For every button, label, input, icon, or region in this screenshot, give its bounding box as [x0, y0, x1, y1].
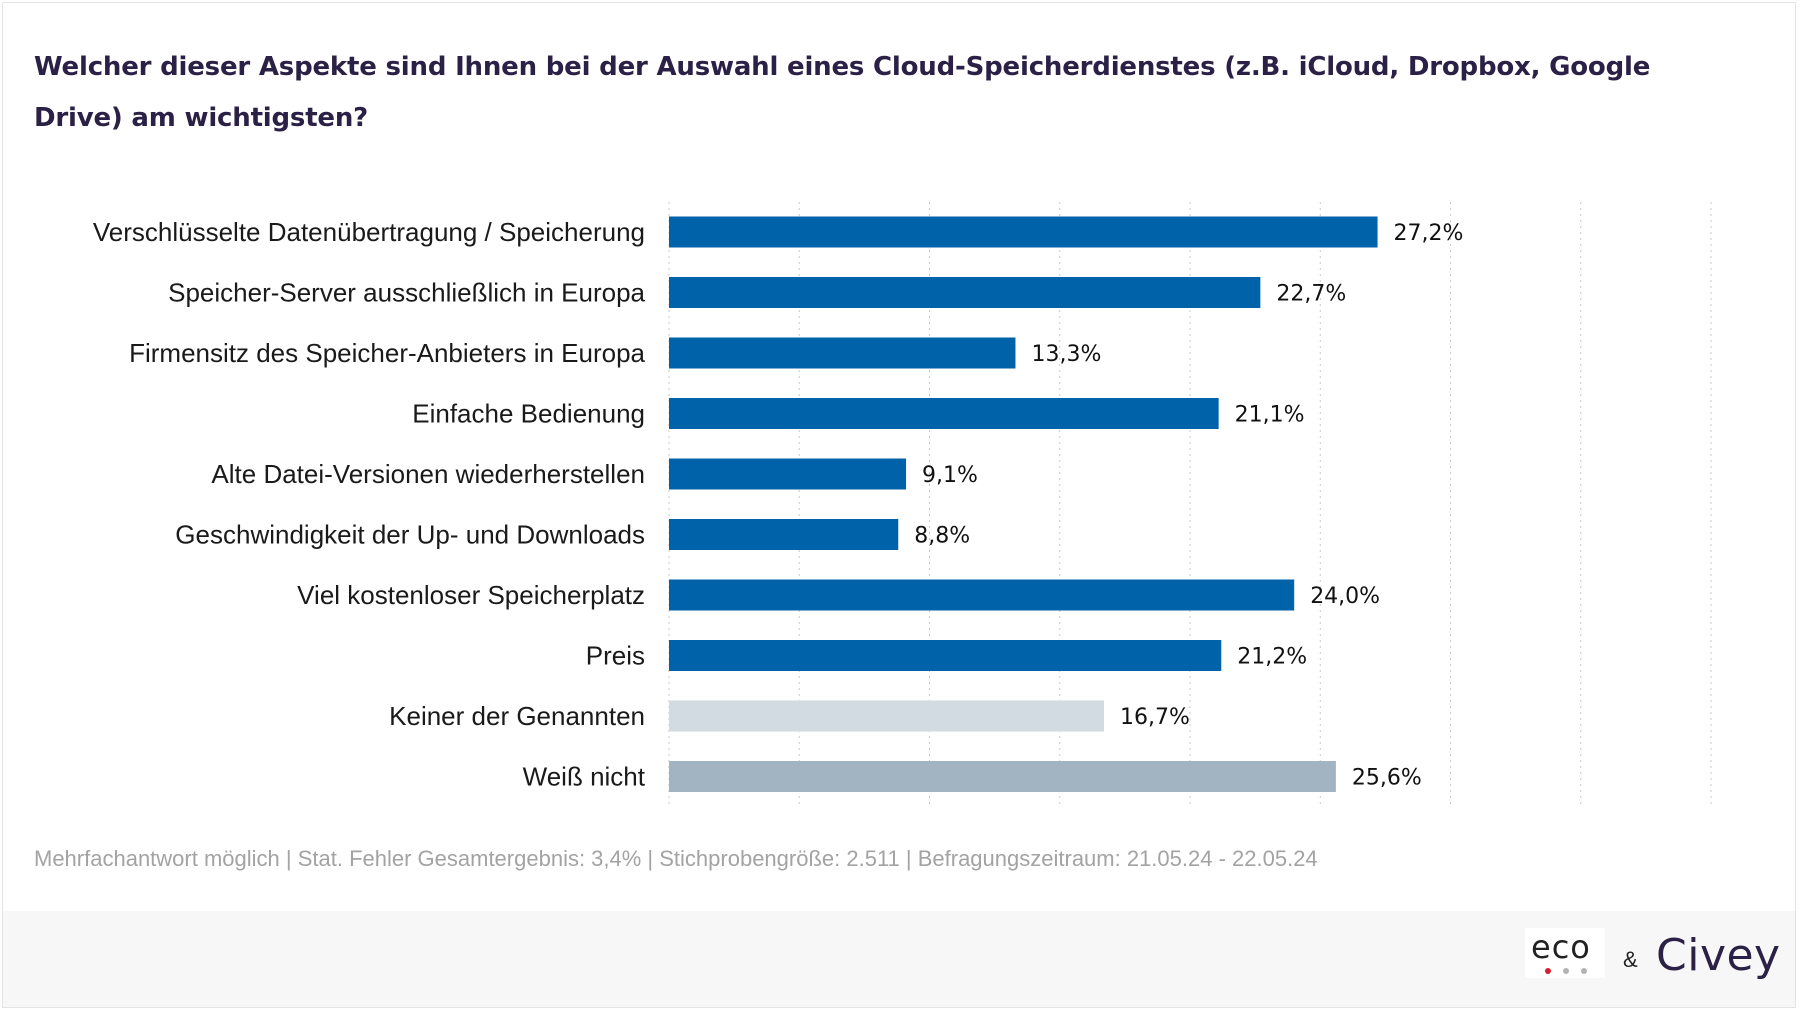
eco-logo: eco — [1525, 928, 1605, 978]
civey-logo: Civey — [1656, 930, 1781, 981]
value-label: 8,8% — [914, 524, 970, 549]
bar — [669, 579, 1295, 611]
footer-bar — [3, 911, 1795, 1007]
bar-chart: Verschlüsselte Datenübertragung / Speich… — [93, 202, 1712, 806]
category-label: Verschlüsselte Datenübertragung / Speich… — [93, 217, 645, 247]
category-label: Speicher-Server ausschließlich in Europa — [168, 278, 645, 308]
category-label: Weiß nicht — [523, 762, 646, 792]
value-label: 27,2% — [1394, 221, 1464, 246]
value-label: 24,0% — [1310, 584, 1380, 609]
value-label: 21,2% — [1237, 645, 1307, 670]
bar — [669, 761, 1336, 792]
label-layer: Verschlüsselte Datenübertragung / Speich… — [93, 217, 1464, 792]
value-label: 22,7% — [1276, 282, 1346, 307]
category-label: Firmensitz des Speicher-Anbieters in Eur… — [129, 338, 645, 368]
bar — [669, 337, 1016, 369]
category-label: Keiner der Genannten — [389, 701, 645, 731]
bar — [669, 640, 1222, 671]
category-label: Viel kostenloser Speicherplatz — [297, 580, 645, 610]
category-label: Preis — [586, 641, 645, 671]
eco-logo-dot-grey — [1581, 968, 1587, 974]
value-label: 9,1% — [922, 463, 978, 488]
eco-logo-text: eco — [1531, 928, 1591, 966]
bar — [669, 519, 899, 550]
bar — [669, 458, 907, 490]
footnote: Mehrfachantwort möglich | Stat. Fehler G… — [34, 846, 1318, 871]
logo-ampersand: & — [1623, 947, 1638, 972]
value-label: 16,7% — [1120, 705, 1190, 730]
value-label: 25,6% — [1352, 766, 1422, 791]
category-label: Alte Datei-Versionen wiederherstellen — [211, 459, 645, 489]
eco-logo-dot-grey — [1563, 968, 1569, 974]
value-label: 21,1% — [1235, 403, 1305, 428]
bar — [669, 277, 1261, 308]
category-label: Geschwindigkeit der Up- und Downloads — [175, 520, 645, 550]
grid-layer — [668, 202, 1712, 806]
eco-logo-dot-red — [1545, 968, 1551, 974]
chart-title: Welcher dieser Aspekte sind Ihnen bei de… — [34, 52, 1651, 133]
bar — [669, 700, 1105, 732]
bar — [669, 216, 1378, 248]
bar — [669, 398, 1219, 429]
category-label: Einfache Bedienung — [412, 399, 645, 429]
bar-layer — [669, 216, 1378, 792]
value-label: 13,3% — [1031, 342, 1101, 367]
